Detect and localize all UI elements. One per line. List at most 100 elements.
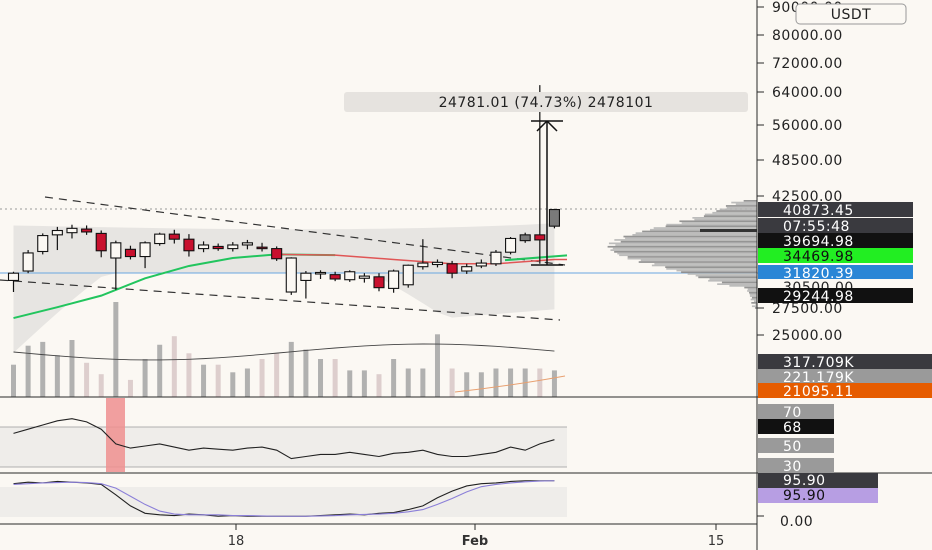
volume-bar [69,340,75,397]
profile-bar [665,225,757,228]
volume-bar [127,379,133,397]
price-gridlines [0,208,760,274]
candle-body [548,208,560,227]
profile-bar [703,215,757,217]
volume-bar [303,349,309,397]
volume-bar [157,344,163,397]
price-tick-label: 25000.00 [772,328,843,344]
profile-bar [615,244,757,246]
candle-body [22,252,34,272]
rsi-tick-label: 50 [783,439,802,455]
profile-bar [627,257,757,260]
volume-tag [758,354,932,369]
profile-bar [623,235,757,238]
date-tick-label: 15 [708,534,725,549]
bollinger-band [13,223,555,353]
stoch-value-label: 95.90 [783,473,826,489]
profile-bar [717,283,757,285]
candle-body [358,275,370,279]
profile-bar [743,200,757,202]
currency-badge[interactable] [795,3,907,25]
volume-bar [405,368,411,397]
candle-body [139,242,151,258]
profile-bar [676,269,757,272]
measure-label: 24781.01 (74.73%) 2478101 [439,95,654,111]
candle-body [227,244,239,250]
price-tick-label: 56000.00 [772,118,843,134]
candle-body [66,227,78,234]
profile-bar [612,247,757,250]
volume-bar [318,359,324,397]
price-tick-label: 48500.00 [772,153,843,169]
candle-body [241,242,253,246]
volume-bar [493,368,499,397]
time-axis[interactable]: 18 Feb 15 [0,523,757,549]
stoch-d-line [13,480,555,517]
volume-bar [332,359,338,397]
profile-bar [692,217,757,219]
rsi-tick-label: 70 [783,405,802,421]
price-tick-label: 80000.00 [772,28,843,44]
profile-bar [726,206,757,209]
profile-bar [748,291,757,294]
measure-tool[interactable]: 24781.01 (74.73%) 2478101 [344,92,748,266]
profile-bar [725,205,757,207]
volume-bar [54,355,60,397]
volume-bar [274,353,280,397]
profile-bar [735,203,757,206]
band-fill [13,223,555,353]
profile-bar [614,239,757,241]
price-axis[interactable]: 90000.0080000.0072000.0064000.0056000.00… [756,0,932,550]
volume-bar [171,336,177,397]
candle-body [300,272,312,281]
profile-bar [627,256,757,258]
profile-bar [708,279,757,282]
candle-body [37,235,49,253]
stoch-value-tag [758,473,878,488]
profile-bar [749,293,757,296]
profile-bar [721,281,757,284]
candle-body [110,242,122,259]
stoch-panel [0,480,567,517]
volume-bar [449,368,455,397]
volume-ema-line [454,375,566,393]
volume-bar [25,345,31,397]
price-tag-label: 34469.98 [783,249,854,265]
rsi-tick-label: 30 [783,459,802,475]
candle-body [168,233,180,240]
candle-body [446,263,458,274]
date-tick-label: 18 [228,534,245,549]
volume-tag [758,369,932,384]
volume-bar [537,368,543,397]
stoch-value-tag [758,488,878,503]
candle-body [402,264,414,286]
profile-bar [653,227,757,229]
volume-bar [244,368,250,397]
profile-bar [747,290,757,292]
volume-bar [215,364,221,397]
ma-line-tail [504,254,568,262]
candle-body [431,261,444,266]
profile-bar [709,278,757,280]
profile-poc [700,229,757,232]
profile-bar [754,307,757,309]
price-tick-label: 27500.00 [772,301,843,317]
price-tag-label: 40873.45 [783,203,854,219]
profile-bar [619,254,757,257]
price-tick-label: 72000.00 [772,56,843,72]
stoch-value-label: 95.90 [783,488,826,504]
rsi-tick-badge [758,404,834,419]
profile-bar [614,251,757,253]
volume-tag [758,383,932,398]
profile-bar [681,222,757,224]
currency-badge-label: USDT [831,7,871,23]
profile-bar [747,288,757,291]
volume-bar [361,370,367,397]
volume-bars [11,302,566,397]
rsi-range-band [0,427,567,467]
volume-bar [259,359,265,397]
volume-ma-line [13,343,555,361]
rsi-overbought-highlight [106,398,125,472]
candle-body [461,266,473,272]
